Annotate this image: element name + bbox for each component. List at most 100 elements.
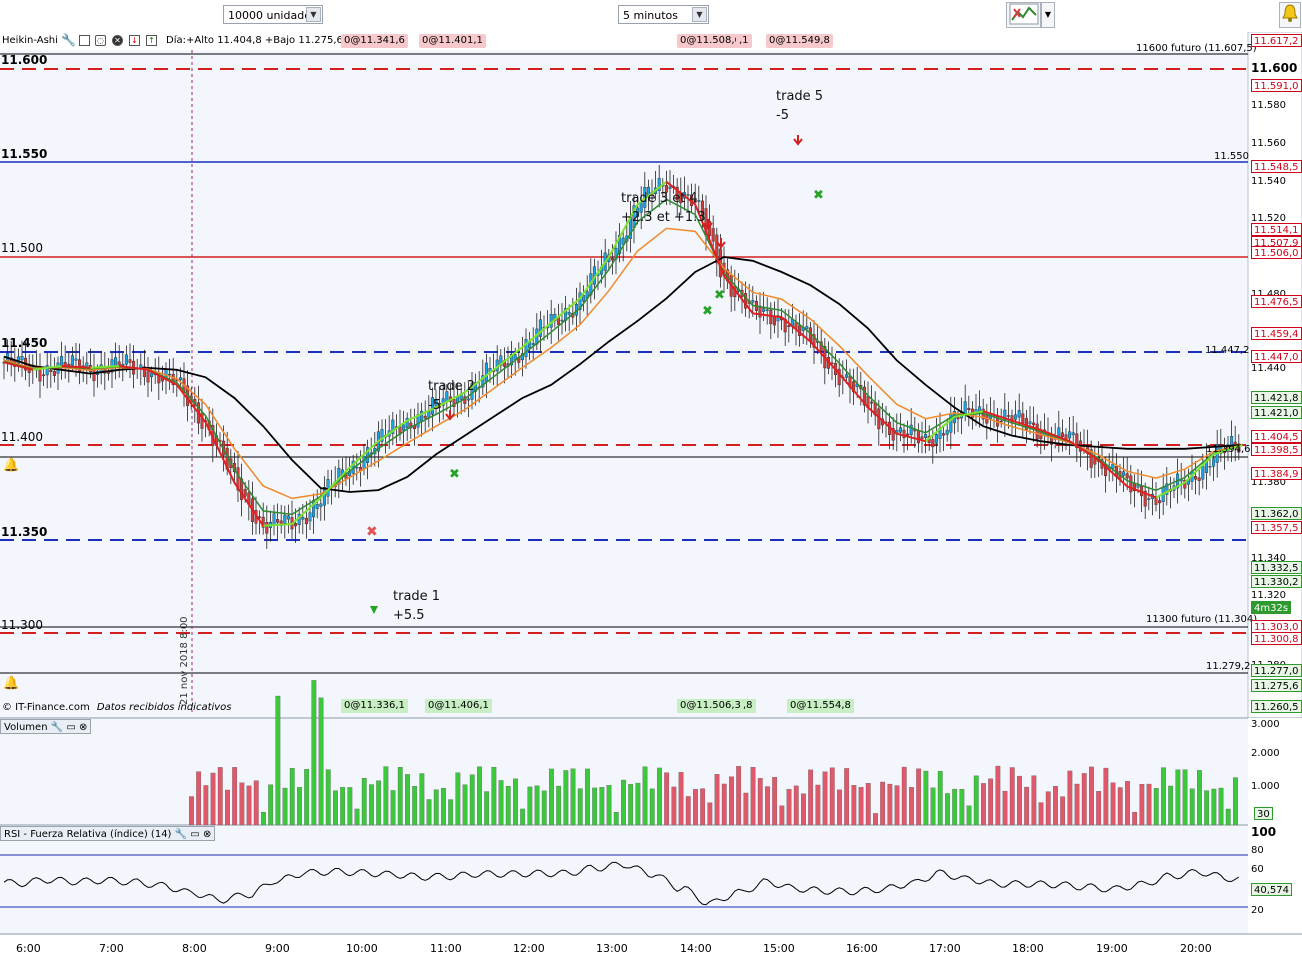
alarm-bell-button[interactable] (1279, 2, 1301, 28)
close-icon[interactable]: ✕ (112, 35, 123, 46)
volume-bar (426, 799, 432, 826)
order-badge[interactable]: ,8 (740, 699, 756, 713)
order-badge[interactable]: 0@11.336,1 (341, 699, 408, 713)
chevron-down-icon[interactable]: ▼ (1041, 2, 1055, 28)
candle-body (1125, 473, 1129, 479)
volume-bar (1189, 788, 1195, 826)
volume-bar (304, 769, 310, 826)
volume-bar (390, 790, 396, 826)
volume-bar (397, 767, 403, 826)
price-tag-green: 11.275,6 (1251, 679, 1302, 692)
order-badge[interactable]: 0@11.506,3 (677, 699, 744, 713)
candle-body (618, 234, 622, 254)
level-label-11600: 11.600 (1, 53, 48, 67)
volume-bar (1096, 791, 1102, 826)
order-badge[interactable]: ,1 (736, 34, 752, 48)
candle-body (920, 436, 924, 440)
volume-bar (592, 787, 598, 826)
time-tick: 16:00 (846, 942, 878, 955)
candle-body (146, 371, 150, 383)
candle-body (891, 428, 895, 441)
candle-body (484, 362, 488, 382)
close-icon[interactable]: ⊗ (202, 829, 212, 840)
volume-bar (1038, 802, 1044, 826)
units-combo-value: 10000 unidades (228, 9, 317, 22)
candle-body (178, 377, 182, 380)
time-axis-background (0, 935, 1302, 958)
footer-credit: © IT-Finance.com Datos recibidos indicat… (2, 702, 232, 713)
level-label-right-11550: 11.550 (1214, 151, 1249, 162)
chart-style-label[interactable]: Heikin-Ashi (2, 35, 58, 46)
order-badge[interactable]: 0@11.401,1 (419, 34, 486, 48)
volume-bar (1218, 787, 1224, 826)
wrench-icon[interactable]: 🔧 (174, 829, 188, 840)
candle-body (380, 429, 384, 442)
wrench-icon[interactable]: 🔧 (61, 33, 76, 47)
units-combo[interactable]: 10000 unidades ▼ (223, 5, 323, 24)
candle-body (243, 489, 247, 497)
bell-icon[interactable]: 🔔 (3, 676, 20, 691)
chevron-down-icon[interactable]: ▼ (306, 7, 321, 22)
candle-body (283, 514, 287, 524)
interval-combo-value: 5 minutos (623, 9, 678, 22)
candle-body (909, 424, 913, 435)
axis-price: 11.520 (1251, 213, 1286, 224)
chart-tools-button[interactable] (1006, 2, 1041, 28)
volume-bar (1074, 783, 1080, 826)
volume-bar (693, 789, 698, 826)
axis-price: 11.340 (1251, 553, 1286, 564)
bell-icon[interactable]: 🔔 (3, 458, 20, 473)
window-icon[interactable] (79, 35, 90, 46)
price-tag-green: 11.330,2 (1251, 575, 1302, 588)
candle-body (315, 504, 319, 509)
volume-bar (477, 766, 482, 826)
volume-bar (851, 785, 857, 826)
settings-icon[interactable]: ◌ (95, 35, 106, 46)
candle-body (913, 429, 917, 432)
level-label-11450: 11.450 (1, 336, 48, 350)
wrench-icon[interactable]: 🔧 (50, 722, 64, 733)
order-badge[interactable]: 0@11.549,8 (766, 34, 833, 48)
volume-bar (1182, 769, 1188, 826)
window-icon[interactable]: ▭ (190, 829, 200, 840)
order-badge[interactable]: 0@11.508,6 (677, 34, 744, 48)
volume-bar (801, 793, 806, 826)
date-marker-label: 21 nov 2018 8:00 (179, 616, 190, 705)
arrow-up-icon[interactable]: ↑ (146, 35, 157, 46)
candle-body (20, 356, 24, 361)
level-label-11350: 11.350 (1, 525, 48, 539)
volume-bar (1204, 790, 1210, 826)
volume-bar (606, 785, 612, 826)
volume-bar (541, 790, 547, 826)
time-tick: 9:00 (265, 942, 290, 955)
candle-body (560, 319, 564, 322)
candle-body (711, 228, 715, 242)
close-x-icon: ✖ (702, 304, 713, 319)
candle-body (898, 427, 902, 433)
candle-body (1006, 415, 1010, 417)
axis-price: 11.580 (1251, 100, 1286, 111)
candle-body (391, 419, 395, 434)
trade5-title: trade 5 (776, 89, 824, 104)
chevron-down-icon[interactable]: ▼ (692, 7, 707, 22)
volume-bar (498, 780, 504, 826)
close-icon[interactable]: ⊗ (79, 722, 88, 733)
arrow-down-icon[interactable]: ↓ (129, 35, 140, 46)
order-badge[interactable]: 0@11.406,1 (425, 699, 492, 713)
level-label-11550: 11.550 (1, 147, 48, 161)
window-icon[interactable]: ▭ (66, 722, 76, 733)
candle-body (664, 185, 668, 193)
chart-tools-icon (1009, 3, 1038, 25)
order-badge[interactable]: 0@11.554,8 (787, 699, 854, 713)
level-label-right-11279: 11.279,2 (1206, 661, 1251, 672)
price-tag-red: 11.591,0 (1251, 79, 1302, 92)
candle-body (978, 406, 982, 412)
order-badge[interactable]: 0@11.341,6 (341, 34, 408, 48)
level-label-futuro-top: 11600 futuro (11.607,5) (1136, 43, 1257, 54)
candle-body (1201, 465, 1205, 480)
candle-body (916, 430, 920, 444)
volume-bar (865, 783, 871, 826)
price-tag-red: 11.404,5 (1251, 430, 1302, 443)
candle-body (308, 512, 312, 522)
interval-combo[interactable]: 5 minutos ▼ (618, 5, 709, 24)
